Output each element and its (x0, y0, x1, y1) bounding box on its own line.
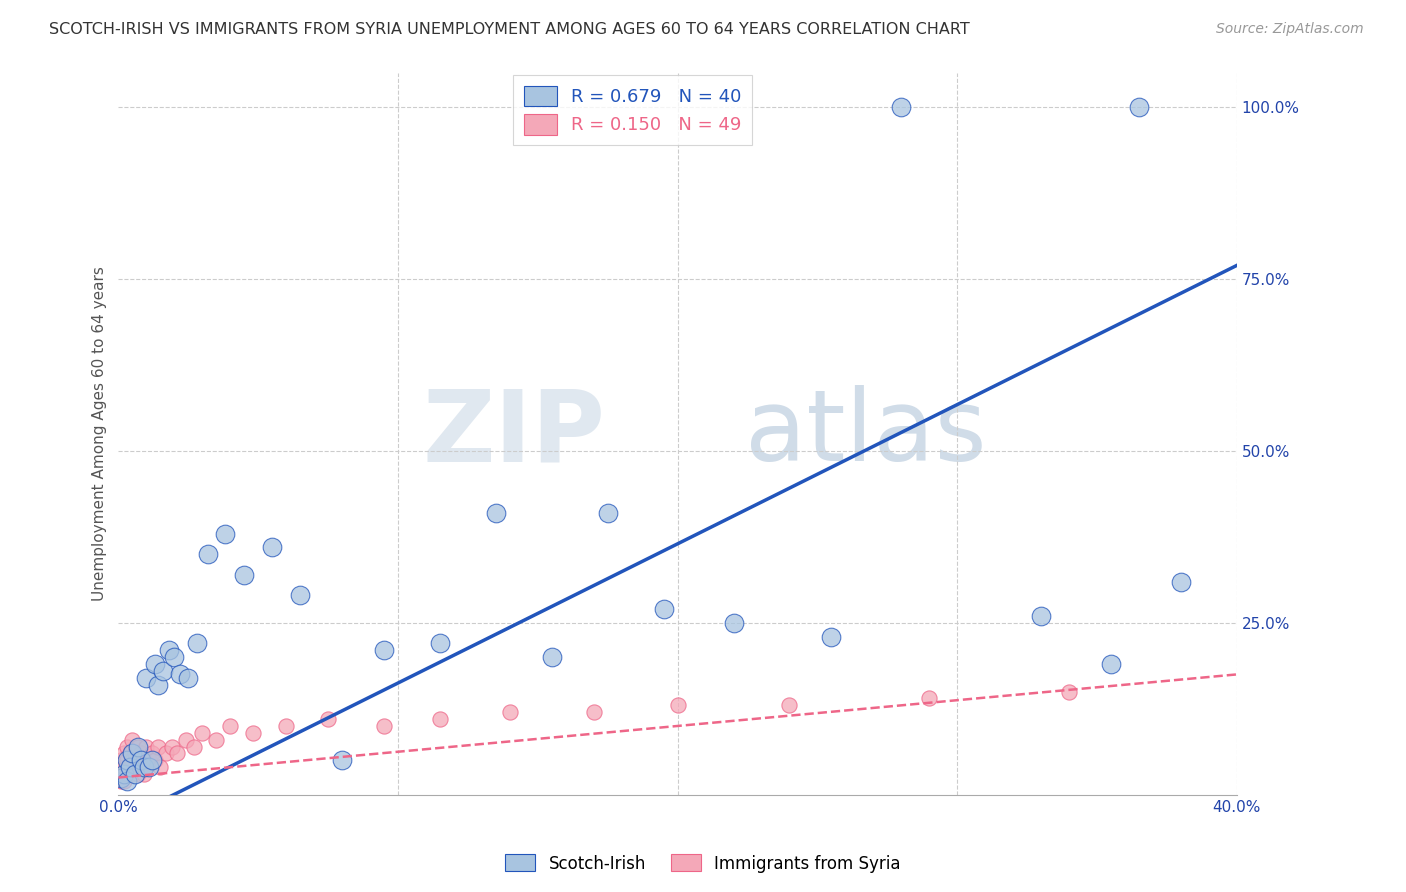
Point (205, 732, 228, 747)
Point (135, 671, 157, 685)
Point (174, 732, 197, 747)
Point (163, 650, 186, 665)
Point (121, 767, 143, 781)
Point (118, 760, 141, 774)
Point (820, 630, 842, 644)
Point (129, 760, 152, 774)
Point (146, 739, 169, 754)
Point (132, 760, 155, 774)
Point (115, 767, 138, 781)
Point (166, 747, 188, 761)
Point (214, 526, 236, 541)
Point (121, 732, 143, 747)
Point (596, 506, 619, 520)
Point (112, 760, 135, 774)
Point (112, 767, 135, 781)
Point (115, 753, 138, 767)
Point (666, 698, 689, 713)
Point (152, 664, 174, 678)
Point (242, 726, 264, 740)
Point (143, 657, 166, 672)
Point (1029, 609, 1052, 624)
Point (124, 760, 146, 774)
Point (262, 541, 284, 555)
Point (127, 767, 149, 781)
Point (121, 747, 143, 761)
Point (918, 691, 941, 706)
Point (129, 753, 152, 767)
Point (191, 726, 214, 740)
Point (146, 678, 169, 692)
Point (110, 774, 132, 789)
Point (135, 760, 157, 774)
Point (499, 705, 522, 719)
Point (1099, 657, 1122, 672)
Point (127, 739, 149, 754)
Point (138, 760, 160, 774)
Point (276, 719, 298, 733)
Point (723, 615, 745, 630)
Point (485, 506, 508, 520)
Text: SCOTCH-IRISH VS IMMIGRANTS FROM SYRIA UNEMPLOYMENT AMONG AGES 60 TO 64 YEARS COR: SCOTCH-IRISH VS IMMIGRANTS FROM SYRIA UN… (49, 22, 970, 37)
Point (582, 705, 605, 719)
Point (778, 698, 800, 713)
Point (132, 767, 155, 781)
Point (129, 747, 152, 761)
Point (429, 712, 451, 726)
Point (118, 747, 141, 761)
Point (429, 636, 451, 650)
Text: Source: ZipAtlas.com: Source: ZipAtlas.com (1216, 22, 1364, 37)
Point (330, 753, 353, 767)
Point (115, 774, 138, 789)
Point (124, 767, 146, 781)
Point (115, 739, 138, 754)
Point (115, 753, 138, 767)
Point (124, 747, 146, 761)
Point (135, 739, 157, 754)
Point (112, 747, 135, 761)
Point (110, 753, 132, 767)
Text: ZIP: ZIP (422, 385, 605, 483)
Point (149, 760, 172, 774)
Point (110, 767, 132, 781)
Point (141, 753, 163, 767)
Point (197, 547, 219, 561)
Point (316, 712, 339, 726)
Point (138, 753, 160, 767)
Point (110, 771, 132, 785)
Point (177, 671, 200, 685)
Point (233, 567, 256, 582)
Point (160, 739, 183, 754)
Point (155, 747, 177, 761)
Point (121, 753, 143, 767)
Text: atlas: atlas (745, 385, 987, 483)
Point (1170, 574, 1192, 589)
Point (373, 719, 395, 733)
Legend: Scotch-Irish, Immigrants from Syria: Scotch-Irish, Immigrants from Syria (499, 847, 907, 880)
Point (890, 100, 912, 114)
Point (141, 747, 163, 761)
Point (157, 643, 180, 657)
Point (169, 667, 191, 681)
Point (127, 753, 149, 767)
Point (652, 602, 675, 616)
Point (132, 753, 155, 767)
Point (127, 739, 149, 754)
Point (219, 719, 242, 733)
Y-axis label: Unemployment Among Ages 60 to 64 years: Unemployment Among Ages 60 to 64 years (93, 267, 107, 601)
Point (186, 636, 208, 650)
Point (143, 753, 166, 767)
Point (112, 774, 135, 789)
Point (1057, 684, 1080, 698)
Point (373, 643, 395, 657)
Point (118, 760, 141, 774)
Point (1128, 100, 1150, 114)
Point (183, 739, 205, 754)
Legend: R = 0.679   N = 40, R = 0.150   N = 49: R = 0.679 N = 40, R = 0.150 N = 49 (513, 75, 752, 145)
Point (540, 650, 562, 665)
Point (288, 588, 311, 602)
